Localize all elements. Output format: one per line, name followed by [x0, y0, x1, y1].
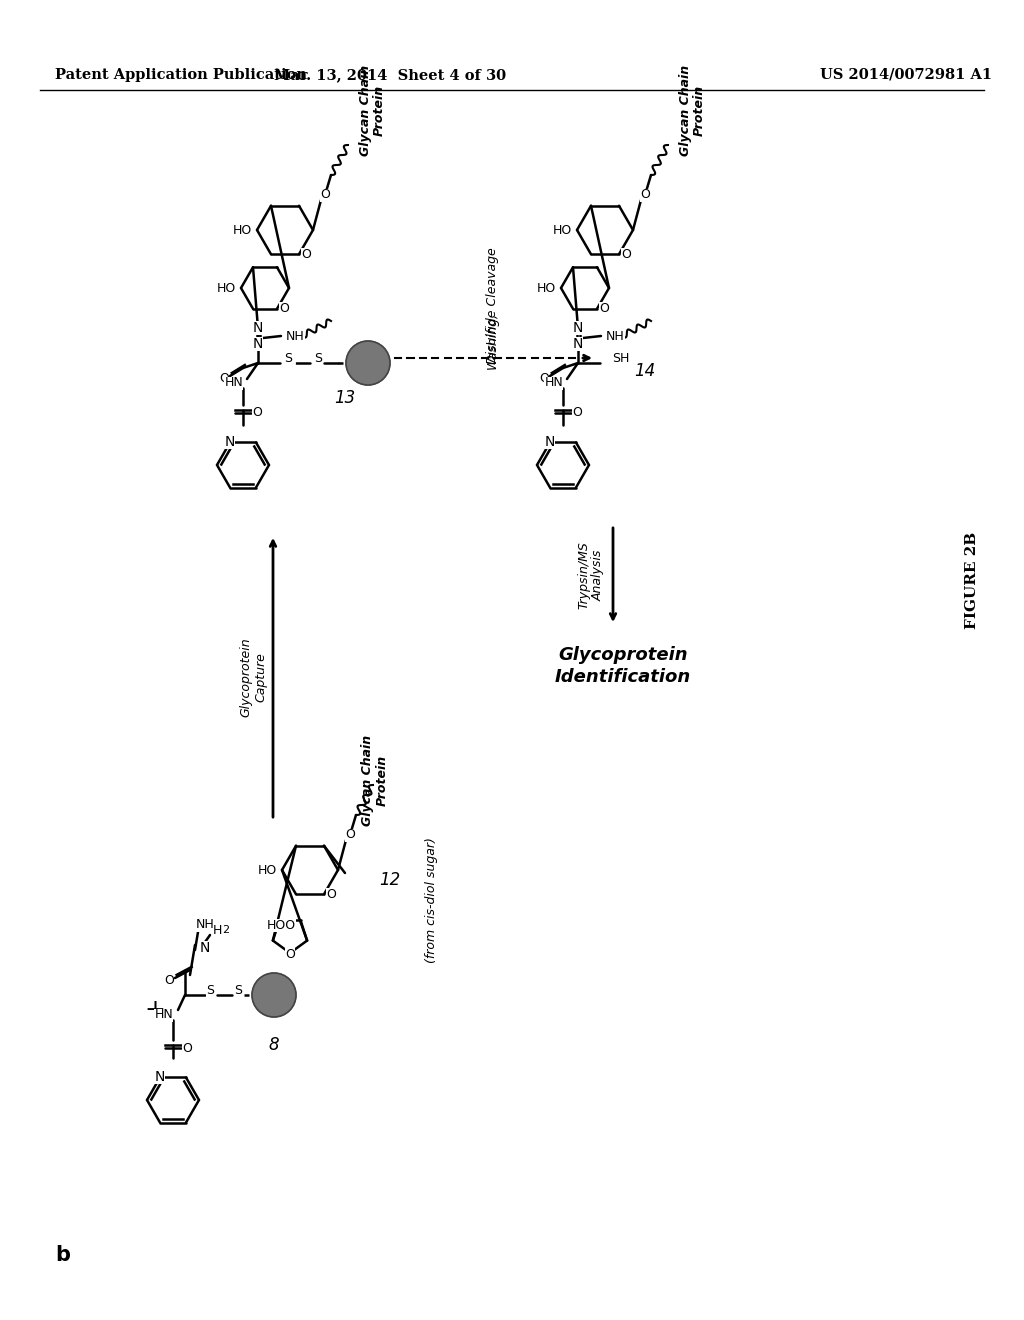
Text: Trypsin/MS
Analysis: Trypsin/MS Analysis [577, 541, 605, 609]
Text: Glycan Chain: Glycan Chain [358, 65, 372, 156]
Text: O: O [164, 974, 174, 986]
Text: b: b [55, 1245, 70, 1265]
Text: 12: 12 [379, 871, 400, 888]
Text: O: O [539, 371, 549, 384]
Text: NH: NH [196, 919, 214, 932]
Text: Glycan Chain: Glycan Chain [361, 734, 375, 825]
Text: Protein: Protein [376, 755, 388, 805]
Text: O: O [599, 302, 609, 315]
Text: S: S [206, 985, 214, 998]
Text: 14: 14 [635, 362, 655, 380]
Text: O: O [321, 189, 330, 202]
Text: O: O [621, 248, 631, 261]
Text: (from cis-diol sugar): (from cis-diol sugar) [425, 837, 438, 962]
Text: N: N [200, 941, 210, 954]
Text: Protein: Protein [373, 84, 385, 136]
Text: O: O [182, 1041, 191, 1055]
Text: 13: 13 [335, 389, 355, 407]
Text: HN: HN [224, 376, 243, 389]
Text: N: N [225, 436, 236, 450]
Text: HO: HO [217, 281, 236, 294]
Text: O: O [301, 248, 311, 261]
Text: HO: HO [537, 281, 556, 294]
Circle shape [252, 973, 296, 1016]
Text: NH: NH [286, 330, 305, 342]
Text: N: N [545, 436, 555, 450]
Text: SH: SH [612, 352, 630, 366]
Text: N: N [253, 321, 263, 335]
Text: S: S [314, 352, 322, 366]
Text: O: O [252, 407, 262, 420]
Text: HO: HO [232, 223, 252, 236]
Text: N: N [572, 321, 584, 335]
Text: HN: HN [544, 376, 563, 389]
Text: Washing;: Washing; [486, 312, 499, 368]
Text: NH: NH [606, 330, 625, 342]
Text: O: O [640, 189, 650, 202]
Text: N: N [253, 337, 263, 351]
Text: 2: 2 [222, 925, 229, 935]
Text: Disulfide Cleavage: Disulfide Cleavage [486, 248, 499, 364]
Text: O: O [219, 371, 229, 384]
Text: HN: HN [155, 1008, 173, 1022]
Circle shape [346, 341, 390, 385]
Text: Patent Application Publication: Patent Application Publication [55, 69, 307, 82]
Text: O: O [279, 302, 289, 315]
Text: O: O [326, 888, 336, 900]
Text: HO: HO [553, 223, 572, 236]
Text: Protein: Protein [692, 84, 706, 136]
Text: Glycoprotein: Glycoprotein [558, 645, 688, 664]
Text: N: N [155, 1071, 165, 1085]
Text: Glycoprotein
Capture: Glycoprotein Capture [239, 638, 267, 717]
Text: O: O [285, 948, 295, 961]
Text: H: H [213, 924, 222, 937]
Text: US 2014/0072981 A1: US 2014/0072981 A1 [820, 69, 992, 82]
Text: FIGURE 2B: FIGURE 2B [965, 532, 979, 628]
Text: 8: 8 [268, 1036, 280, 1053]
Text: HO: HO [258, 863, 278, 876]
Text: N: N [572, 337, 584, 351]
Text: S: S [234, 985, 242, 998]
Text: +: + [144, 998, 166, 1022]
Text: Identification: Identification [555, 668, 691, 686]
Text: HOO: HOO [266, 919, 296, 932]
Text: Mar. 13, 2014  Sheet 4 of 30: Mar. 13, 2014 Sheet 4 of 30 [274, 69, 506, 82]
Text: O: O [345, 829, 355, 842]
Text: O: O [572, 407, 582, 420]
Text: Glycan Chain: Glycan Chain [679, 65, 691, 156]
Text: S: S [284, 352, 292, 366]
